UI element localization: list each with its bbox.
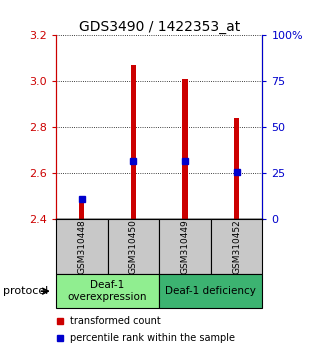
Text: percentile rank within the sample: percentile rank within the sample [70,333,236,343]
Bar [234,118,239,219]
Bar [56,219,108,274]
Bar [131,65,136,219]
Text: GSM310448: GSM310448 [77,219,86,274]
Text: GSM310452: GSM310452 [232,219,241,274]
Text: protocol: protocol [3,286,48,296]
Bar [211,219,262,274]
Bar [182,79,188,219]
Bar [159,219,211,274]
Bar [79,203,84,219]
Bar [56,274,159,308]
Bar [108,219,159,274]
Text: GSM310449: GSM310449 [180,219,189,274]
Text: Deaf-1
overexpression: Deaf-1 overexpression [68,280,147,302]
Text: transformed count: transformed count [70,316,161,326]
Title: GDS3490 / 1422353_at: GDS3490 / 1422353_at [79,21,240,34]
Bar [159,274,262,308]
Text: GSM310450: GSM310450 [129,219,138,274]
Text: Deaf-1 deficiency: Deaf-1 deficiency [165,286,256,296]
